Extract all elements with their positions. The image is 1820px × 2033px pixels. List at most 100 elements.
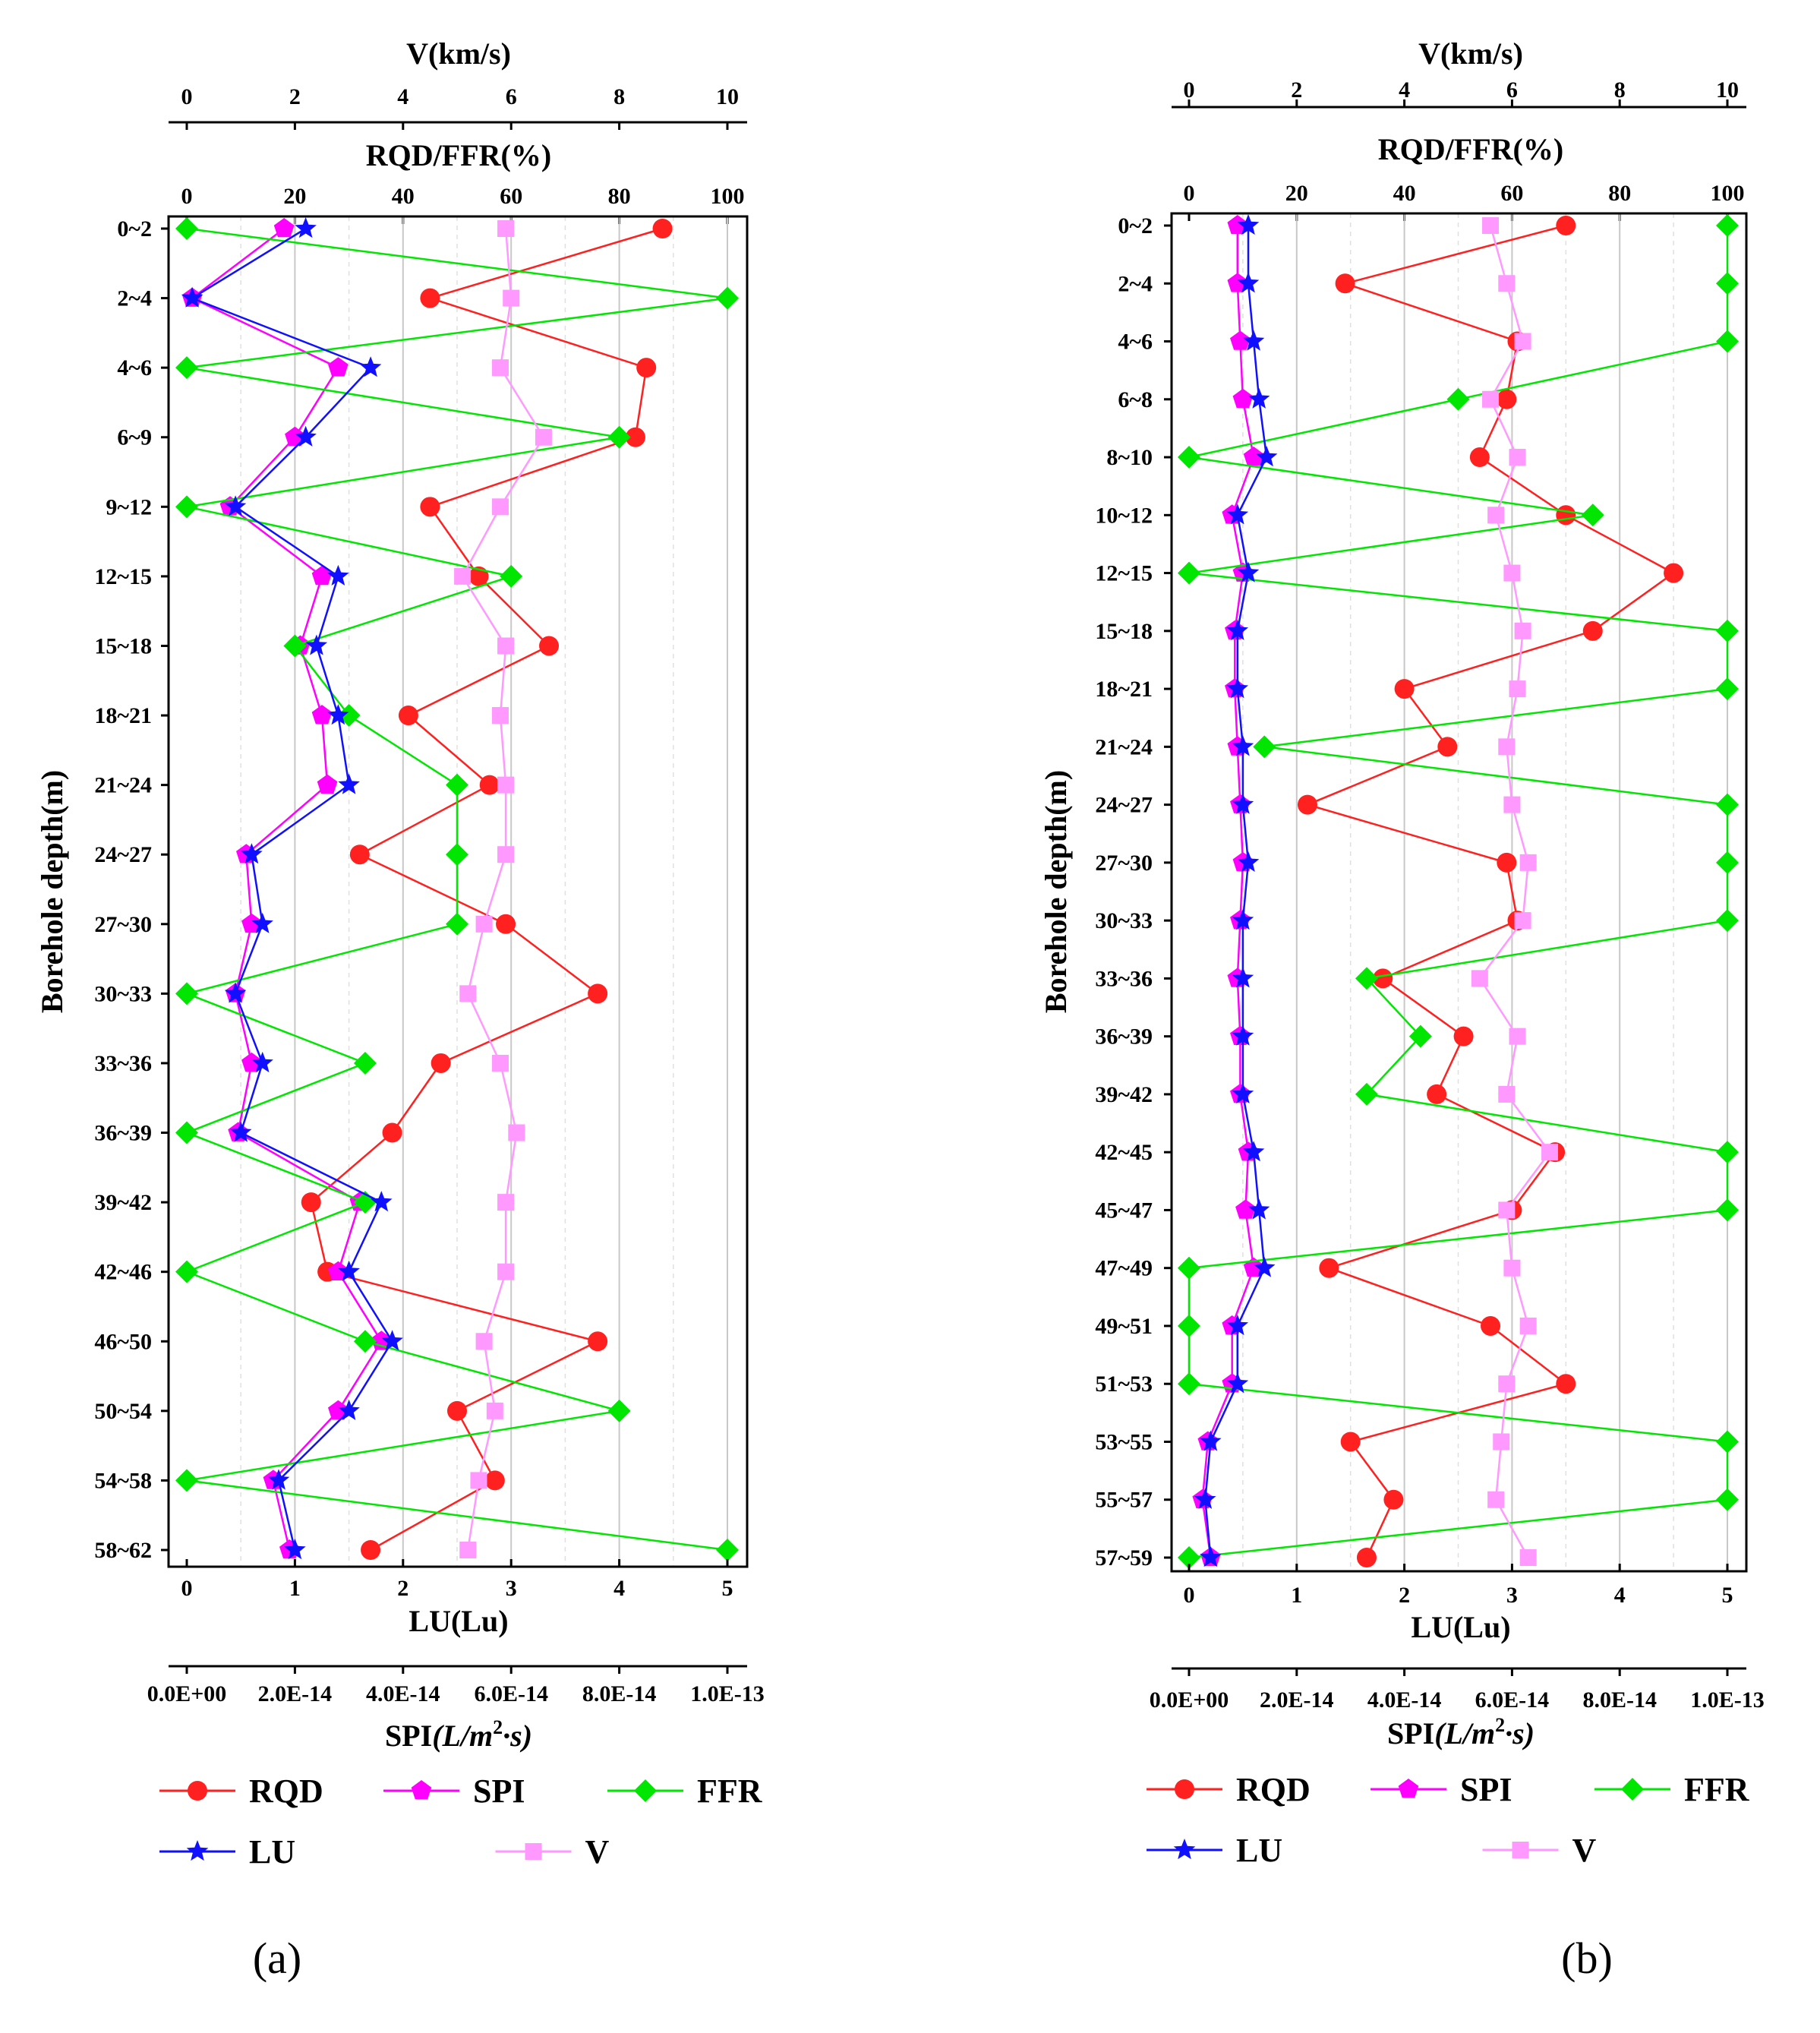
data-point-ffr: [175, 217, 198, 240]
v-tick-label: 4: [397, 84, 408, 109]
data-point-ffr: [353, 1330, 377, 1353]
series-spi: [1192, 215, 1264, 1567]
data-point-rqd: [1427, 1084, 1447, 1104]
data-point-v: [1514, 333, 1531, 350]
v-tick-label: 2: [1291, 77, 1302, 103]
series-v: [1471, 217, 1559, 1566]
depth-category-label: 30~33: [94, 981, 152, 1006]
v-tick-label: 0: [181, 84, 193, 109]
data-point-ffr: [1716, 909, 1739, 933]
data-point-v: [1503, 796, 1521, 813]
series-line-spi: [190, 228, 383, 1551]
depth-category-label: 39~42: [94, 1190, 152, 1215]
data-point-rqd: [1356, 1548, 1377, 1567]
rqd-ffr-tick-label: 100: [711, 184, 745, 209]
spi-title-main: SPI: [385, 1719, 432, 1753]
series-layer: [1178, 214, 1739, 1569]
legend-label: RQD: [249, 1773, 323, 1810]
data-point-v: [1503, 1259, 1521, 1277]
data-point-v: [1498, 1375, 1516, 1393]
series-line-rqd: [1304, 224, 1676, 1558]
data-point-lu: [224, 982, 247, 1003]
legend-item-spi: SPI: [383, 1773, 525, 1810]
spi-axis-title: SPI(L/m2·s): [1387, 1714, 1535, 1750]
data-point-rqd: [398, 706, 418, 726]
legend-label: V: [585, 1833, 610, 1870]
data-point-rqd: [361, 1540, 381, 1560]
spi-tick-label: 4.0E-14: [366, 1681, 440, 1706]
legend-marker-rqd: [1175, 1779, 1194, 1799]
spi-tick-label: 8.0E-14: [582, 1681, 657, 1706]
data-point-spi: [241, 913, 262, 933]
spi-tick-label: 2.0E-14: [1260, 1687, 1334, 1713]
depth-category-label: 50~54: [94, 1399, 152, 1424]
v-tick-label: 0: [1184, 77, 1195, 103]
data-point-v: [454, 567, 472, 585]
data-point-lu: [1232, 909, 1254, 930]
data-point-v: [497, 1194, 515, 1211]
data-point-lu: [229, 1121, 252, 1142]
data-point-ffr: [716, 1539, 739, 1561]
depth-category-label: 27~30: [1095, 851, 1153, 876]
legend-item-rqd: RQD: [1147, 1771, 1311, 1808]
data-point-v: [1509, 1028, 1526, 1045]
data-point-v: [1493, 1433, 1510, 1451]
data-point-lu: [1200, 1430, 1222, 1451]
lu-tick-label: 5: [1722, 1583, 1733, 1608]
v-tick-label: 6: [506, 84, 517, 109]
v-tick-label: 8: [614, 84, 625, 109]
depth-category-label: 18~21: [1095, 677, 1153, 702]
data-point-v: [491, 1054, 509, 1072]
v-axis-ticks: 0 2 4 6 8 10: [1184, 77, 1739, 107]
series-line-spi: [1201, 226, 1255, 1558]
series-line-ffr: [183, 227, 728, 1552]
data-point-lu: [359, 356, 382, 377]
data-point-v: [503, 289, 520, 307]
data-point-v: [1498, 1085, 1516, 1103]
panel-label-a: (a): [253, 1934, 301, 1983]
data-point-rqd: [588, 1331, 608, 1352]
depth-category-label: 47~49: [1095, 1256, 1153, 1281]
data-point-ffr: [446, 912, 468, 936]
data-point-lu: [1237, 851, 1260, 872]
data-point-rqd: [539, 636, 560, 656]
data-point-v: [508, 1124, 525, 1141]
data-point-ffr: [1716, 677, 1739, 701]
data-point-v: [1487, 507, 1505, 524]
depth-category-label: 4~6: [117, 355, 152, 380]
data-point-spi: [273, 218, 295, 238]
data-point-v: [1509, 680, 1526, 698]
spi-tick-label: 8.0E-14: [1582, 1687, 1657, 1713]
lu-tick-label: 4: [614, 1576, 625, 1601]
spi-tick-label: 1.0E-13: [690, 1681, 765, 1706]
series-rqd: [1297, 216, 1684, 1567]
data-point-v: [497, 1263, 515, 1280]
spi-title-tail: ·s): [1505, 1716, 1535, 1750]
data-point-lu: [1232, 1024, 1254, 1046]
data-point-lu: [327, 564, 349, 586]
data-point-lu: [1226, 1315, 1249, 1336]
data-point-ffr: [175, 982, 198, 1005]
depth-category-labels: 0~2 2~4 4~6 6~8 8~10 10~12 12~15 15~18 18~21 21~2…: [1095, 213, 1172, 1571]
data-point-ffr: [1716, 214, 1739, 237]
data-point-lu: [1226, 619, 1249, 640]
data-point-lu: [1248, 387, 1270, 409]
depth-category-label: 57~59: [1095, 1545, 1153, 1571]
data-point-lu: [1194, 1488, 1216, 1509]
legend-item-v: V: [495, 1833, 610, 1870]
data-point-lu: [338, 773, 360, 794]
data-point-ffr: [500, 564, 523, 588]
depth-category-label: 24~27: [1095, 793, 1153, 818]
data-point-ffr: [1581, 504, 1604, 527]
depth-category-label: 15~18: [94, 633, 152, 658]
depth-category-label: 36~39: [94, 1121, 152, 1146]
plot-frame: [1170, 212, 1748, 1573]
data-point-lu: [1226, 504, 1249, 525]
data-point-ffr: [175, 1260, 198, 1283]
legend-item-lu: LU: [1147, 1832, 1282, 1869]
data-point-v: [497, 220, 515, 237]
lu-axis-ticks: 0 1 2 3 4 5: [181, 1559, 733, 1601]
data-point-v: [1498, 275, 1516, 292]
data-point-ffr: [1716, 793, 1739, 816]
